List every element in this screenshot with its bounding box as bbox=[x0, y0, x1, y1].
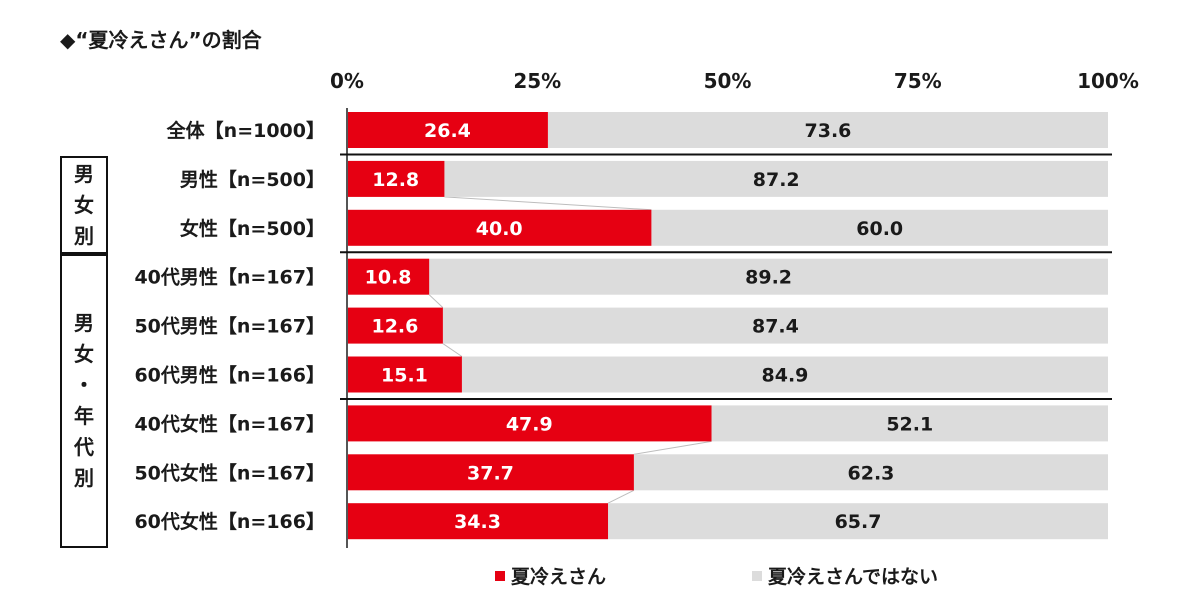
category-label: 40代女性【n=167】 bbox=[134, 412, 325, 435]
series-connector-line bbox=[428, 294, 444, 308]
group-label-char: 年 bbox=[74, 403, 94, 428]
category-label: 全体【n=1000】 bbox=[166, 119, 325, 142]
bar-hiesan bbox=[347, 258, 430, 295]
data-label-not-hiesan: 87.4 bbox=[752, 316, 799, 338]
group-label-char: ・ bbox=[74, 372, 94, 397]
legend-swatch-hiesan bbox=[495, 570, 505, 581]
series-connector-line bbox=[444, 196, 652, 211]
bar-not-hiesan bbox=[461, 356, 1108, 393]
bar-not-hiesan bbox=[444, 160, 1109, 197]
legend-label-hiesan: 夏冷えさん bbox=[511, 566, 607, 588]
data-label-hiesan: 37.7 bbox=[467, 462, 514, 484]
category-label: 60代女性【n=166】 bbox=[134, 510, 325, 533]
data-label-not-hiesan: 73.6 bbox=[805, 120, 852, 142]
category-label: 50代男性【n=167】 bbox=[134, 315, 325, 338]
data-label-hiesan: 34.3 bbox=[454, 511, 501, 533]
data-label-hiesan: 12.8 bbox=[372, 169, 419, 191]
group-label-char: 男 bbox=[74, 161, 94, 186]
bar-not-hiesan bbox=[547, 112, 1108, 148]
category-label: 男性【n=500】 bbox=[180, 168, 325, 191]
series-connector-line bbox=[633, 440, 712, 455]
group-label-char: 女 bbox=[74, 192, 94, 217]
legend: 夏冷えさん 夏冷えさんではない bbox=[0, 562, 1200, 592]
category-label: 40代男性【n=167】 bbox=[134, 266, 325, 289]
data-label-not-hiesan: 65.7 bbox=[835, 511, 882, 533]
x-tick-label: 100% bbox=[1077, 69, 1139, 93]
bar-hiesan bbox=[347, 454, 634, 491]
data-label-hiesan: 47.9 bbox=[506, 413, 553, 435]
bar-not-hiesan bbox=[633, 454, 1108, 491]
group-label-char: 別 bbox=[74, 223, 94, 248]
data-label-not-hiesan: 84.9 bbox=[762, 365, 809, 387]
data-label-hiesan: 10.8 bbox=[365, 267, 412, 289]
group-label-char: 代 bbox=[74, 434, 94, 459]
legend-item-hiesan: 夏冷えさん bbox=[495, 562, 606, 589]
bar-hiesan bbox=[347, 112, 548, 148]
legend-swatch-not-hiesan bbox=[752, 570, 762, 581]
data-label-hiesan: 15.1 bbox=[381, 365, 428, 387]
category-label: 60代男性【n=166】 bbox=[134, 364, 325, 387]
x-tick-label: 25% bbox=[513, 69, 561, 93]
bar-not-hiesan bbox=[651, 209, 1108, 246]
bar-not-hiesan bbox=[429, 258, 1108, 295]
group-label-box: 男女・年代別 bbox=[60, 254, 108, 548]
bar-hiesan bbox=[347, 209, 652, 246]
series-connector-line bbox=[607, 489, 635, 504]
series-connector-line bbox=[442, 343, 463, 357]
bar-not-hiesan bbox=[608, 503, 1108, 540]
x-tick-label: 75% bbox=[894, 69, 942, 93]
data-label-hiesan: 12.6 bbox=[371, 316, 418, 338]
data-label-hiesan: 26.4 bbox=[424, 120, 471, 142]
bar-chart: 0% 25% 50% 75% 100% 26.4 73.6 全体【n=1000】 12.8 87.… bbox=[134, 69, 1139, 548]
legend-label-not-hiesan: 夏冷えさんではない bbox=[768, 566, 939, 588]
bar-hiesan bbox=[347, 503, 609, 540]
bar-hiesan bbox=[347, 405, 712, 442]
x-tick-label: 50% bbox=[704, 69, 752, 93]
category-label: 女性【n=500】 bbox=[180, 217, 325, 240]
data-label-hiesan: 40.0 bbox=[476, 218, 523, 240]
data-label-not-hiesan: 62.3 bbox=[848, 462, 895, 484]
bar-not-hiesan bbox=[711, 405, 1108, 442]
bar-hiesan bbox=[347, 356, 462, 393]
chart-title: ◆“夏冷えさん”の割合 bbox=[60, 28, 262, 52]
bar-not-hiesan bbox=[442, 307, 1108, 344]
data-label-not-hiesan: 87.2 bbox=[753, 169, 800, 191]
bar-hiesan bbox=[347, 160, 445, 197]
group-label-char: 女 bbox=[74, 341, 94, 366]
data-label-not-hiesan: 89.2 bbox=[745, 267, 792, 289]
group-label-char: 別 bbox=[74, 465, 94, 490]
bar-hiesan bbox=[347, 307, 443, 344]
legend-item-not-hiesan: 夏冷えさんではない bbox=[752, 562, 938, 589]
x-tick-label: 0% bbox=[330, 69, 364, 93]
group-label-box: 男女別 bbox=[60, 156, 108, 255]
data-label-not-hiesan: 60.0 bbox=[856, 218, 903, 240]
category-label: 50代女性【n=167】 bbox=[134, 461, 325, 484]
data-label-not-hiesan: 52.1 bbox=[886, 413, 933, 435]
group-label-char: 男 bbox=[74, 310, 94, 335]
